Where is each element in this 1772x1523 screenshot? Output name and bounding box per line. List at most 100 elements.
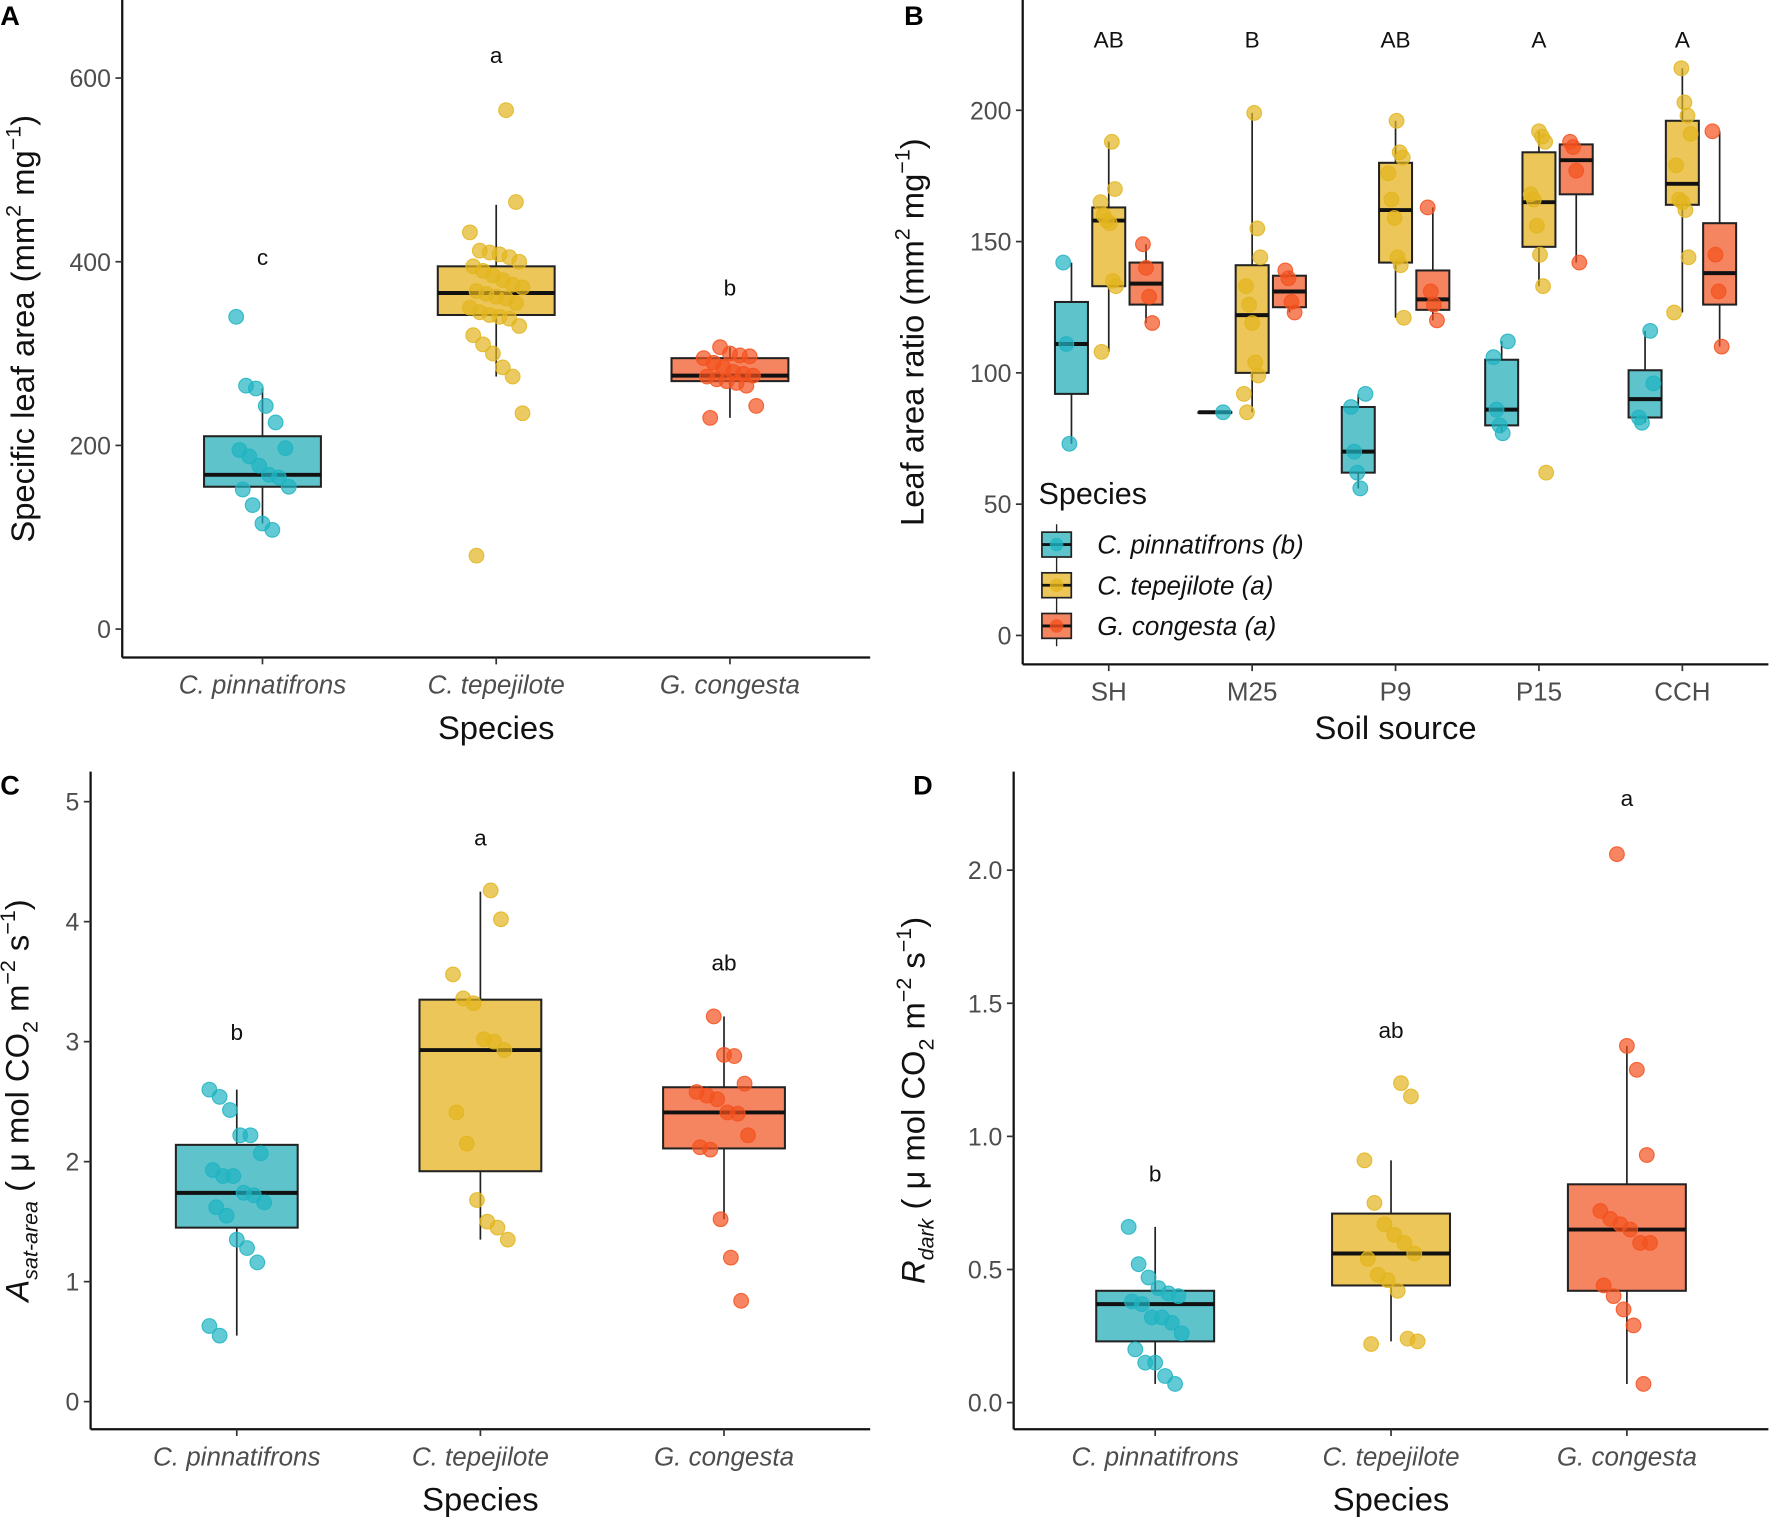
significance-letter: ab	[711, 950, 736, 975]
data-point	[1395, 309, 1412, 326]
box-group	[1091, 133, 1127, 360]
box-group	[436, 102, 556, 564]
data-point	[1144, 315, 1161, 331]
data-point	[1673, 60, 1690, 77]
x-tick-label: G. congesta	[654, 1441, 794, 1471]
panel-label: D	[913, 769, 933, 800]
data-point	[1634, 414, 1650, 431]
data-point	[1625, 1317, 1642, 1334]
data-point	[249, 1254, 266, 1271]
y-axis-title-part: −1	[2, 126, 26, 150]
data-point	[722, 1249, 739, 1266]
data-point	[729, 1105, 746, 1122]
data-point	[234, 481, 251, 498]
y-tick-label: 600	[69, 66, 110, 93]
data-point	[1346, 443, 1363, 460]
data-point	[1055, 254, 1072, 271]
data-point	[1565, 139, 1582, 155]
y-axis-title-part: Leaf area ratio (mm	[893, 240, 930, 526]
data-point	[493, 911, 509, 928]
y-axis-title: Rdark ( μ mol CO2 m−2 s−1)	[892, 917, 939, 1284]
data-point	[1389, 1282, 1406, 1299]
data-point	[1141, 288, 1158, 305]
y-axis-title-part: mg	[893, 174, 930, 229]
data-point	[1668, 157, 1685, 174]
data-point	[1422, 283, 1439, 300]
data-point	[1241, 296, 1257, 313]
data-point	[736, 1075, 753, 1092]
data-point	[1363, 1336, 1380, 1352]
data-point	[1127, 1341, 1144, 1358]
data-point	[465, 995, 482, 1012]
data-point	[1642, 1234, 1659, 1251]
data-point	[712, 1211, 729, 1228]
significance-letter: a	[1621, 786, 1634, 811]
data-point	[508, 295, 524, 311]
box-group	[1053, 254, 1089, 452]
data-point	[740, 1127, 756, 1144]
data-point	[251, 457, 268, 474]
panel-D: D 0.0 0.5 1.0 1.5 2.0 C. pinnatifrons C. tepeji…	[892, 769, 1769, 1518]
data-point	[239, 1240, 255, 1256]
data-point	[504, 368, 521, 385]
y-axis-title: Leaf area ratio (mm2 mg−1)	[891, 138, 931, 526]
data-point	[242, 1127, 259, 1144]
data-point	[1682, 126, 1699, 142]
box-group	[1234, 105, 1270, 421]
x-tick-label: SH	[1091, 676, 1127, 706]
significance-letter: AB	[1380, 27, 1410, 52]
y-tick-label: 0	[97, 617, 111, 644]
y-axis-title-part: 2	[891, 228, 915, 240]
data-point	[1244, 315, 1261, 331]
data-point	[1366, 1195, 1383, 1211]
x-tick-label: C. pinnatifrons	[153, 1441, 320, 1471]
data-point	[1286, 304, 1303, 321]
x-tick-label: G. congesta	[1557, 1441, 1697, 1471]
box-group	[662, 1008, 786, 1309]
panel-label: B	[904, 0, 924, 31]
data-point	[508, 194, 524, 210]
data-point	[228, 1231, 245, 1248]
y-axis-title-part: −1	[0, 910, 20, 934]
legend-key-point	[1049, 619, 1064, 633]
y-axis-title-part: dark	[914, 1217, 938, 1260]
y-tick-label: 150	[970, 230, 1011, 257]
data-point	[462, 224, 478, 241]
y-axis-title-part: −2	[0, 960, 20, 984]
data-point	[458, 1135, 475, 1152]
data-point	[1170, 1288, 1187, 1305]
data-point	[496, 1042, 513, 1058]
data-point	[702, 1141, 719, 1158]
box-group	[1521, 123, 1557, 481]
box-group	[1128, 236, 1164, 331]
data-point	[511, 253, 528, 270]
significance-letter: b	[724, 275, 737, 300]
data-point	[1250, 367, 1267, 384]
y-axis-title-part: m	[894, 1002, 931, 1038]
x-tick-label: G. congesta	[660, 670, 800, 700]
data-point	[1679, 107, 1696, 124]
data-point	[1386, 210, 1403, 226]
box-group	[1558, 133, 1594, 271]
box-group	[1271, 262, 1307, 321]
y-tick-label: 2.0	[968, 858, 1003, 885]
y-tick-label: 200	[970, 98, 1011, 125]
data-point	[222, 1102, 238, 1118]
data-point	[738, 377, 755, 394]
y-axis-title-part: s	[894, 952, 931, 977]
box-group	[1627, 322, 1663, 431]
data-point	[1239, 404, 1255, 421]
data-point	[1247, 354, 1264, 371]
y-axis-title-part: 2	[914, 1039, 938, 1051]
data-point	[1396, 1234, 1413, 1251]
y-axis-title: Asat-area ( μ mol CO2 m−2 s−1)	[0, 899, 43, 1303]
data-point	[1249, 220, 1266, 237]
data-point	[1235, 385, 1252, 402]
data-point	[1356, 1152, 1373, 1169]
significance-letter: a	[490, 43, 503, 68]
legend-key-point	[1049, 578, 1064, 593]
box-group	[1702, 123, 1738, 355]
data-point	[1359, 1250, 1376, 1267]
data-point	[211, 1088, 228, 1105]
y-tick-label: 1.0	[968, 1124, 1003, 1151]
